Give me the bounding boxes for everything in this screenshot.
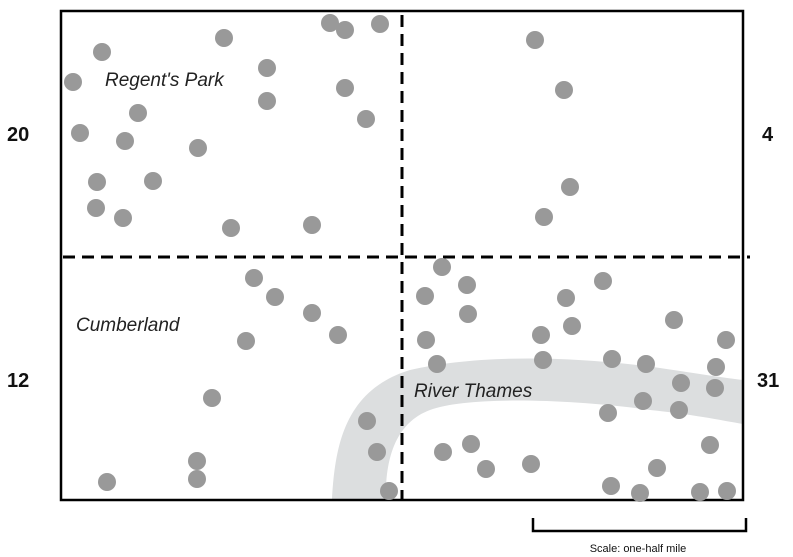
- location-dot: [258, 92, 276, 110]
- location-dot: [462, 435, 480, 453]
- location-dot: [707, 358, 725, 376]
- regents-park-label: Regent's Park: [105, 70, 225, 91]
- location-dot: [563, 317, 581, 335]
- location-dot: [303, 304, 321, 322]
- location-dot: [358, 412, 376, 430]
- location-dot: [417, 331, 435, 349]
- location-dot: [637, 355, 655, 373]
- location-dot: [237, 332, 255, 350]
- location-dot: [535, 208, 553, 226]
- location-dot: [634, 392, 652, 410]
- location-dot: [371, 15, 389, 33]
- location-dot: [594, 272, 612, 290]
- location-dot: [336, 79, 354, 97]
- count-top-right: 4: [762, 124, 774, 146]
- location-dot: [561, 178, 579, 196]
- location-dot: [672, 374, 690, 392]
- scale-label: Scale: one-half mile: [590, 543, 687, 555]
- location-dot: [88, 173, 106, 191]
- count-bottom-right: 31: [757, 370, 779, 392]
- location-dot: [428, 355, 446, 373]
- location-dot: [665, 311, 683, 329]
- location-dot: [434, 443, 452, 461]
- location-dot: [603, 350, 621, 368]
- location-dot: [114, 209, 132, 227]
- cumberland-label: Cumberland: [76, 315, 181, 336]
- location-dot: [357, 110, 375, 128]
- location-dot: [245, 269, 263, 287]
- location-dot: [222, 219, 240, 237]
- location-dot: [526, 31, 544, 49]
- location-dot: [458, 276, 476, 294]
- location-dot: [557, 289, 575, 307]
- location-dot: [368, 443, 386, 461]
- location-dot: [717, 331, 735, 349]
- location-dot: [691, 483, 709, 501]
- location-dot: [701, 436, 719, 454]
- location-dot: [129, 104, 147, 122]
- location-dot: [258, 59, 276, 77]
- location-dot: [602, 477, 620, 495]
- scale-bar: [531, 518, 748, 533]
- location-dot: [189, 139, 207, 157]
- location-dot: [648, 459, 666, 477]
- location-dot: [459, 305, 477, 323]
- location-dot: [87, 199, 105, 217]
- location-dot: [706, 379, 724, 397]
- location-dot: [188, 470, 206, 488]
- location-dot: [188, 452, 206, 470]
- location-dot: [555, 81, 573, 99]
- location-dot: [631, 484, 649, 502]
- location-dot: [522, 455, 540, 473]
- location-dot: [64, 73, 82, 91]
- location-dot: [718, 482, 736, 500]
- location-dot: [329, 326, 347, 344]
- location-dot: [98, 473, 116, 491]
- location-dot: [477, 460, 495, 478]
- location-dot: [670, 401, 688, 419]
- location-dot: [266, 288, 284, 306]
- count-bottom-left: 12: [7, 370, 29, 392]
- river-thames-label: River Thames: [414, 381, 533, 402]
- location-dot: [116, 132, 134, 150]
- location-dot: [416, 287, 434, 305]
- location-dot: [336, 21, 354, 39]
- location-dot: [532, 326, 550, 344]
- location-dot: [380, 482, 398, 500]
- location-dot: [203, 389, 221, 407]
- location-dot: [215, 29, 233, 47]
- location-dot: [144, 172, 162, 190]
- location-dot: [321, 14, 339, 32]
- location-dot: [71, 124, 89, 142]
- count-top-left: 20: [7, 124, 29, 146]
- location-dot: [599, 404, 617, 422]
- location-dot: [93, 43, 111, 61]
- dot-layer: [64, 14, 736, 502]
- location-dot: [303, 216, 321, 234]
- location-dot: [433, 258, 451, 276]
- location-dot: [534, 351, 552, 369]
